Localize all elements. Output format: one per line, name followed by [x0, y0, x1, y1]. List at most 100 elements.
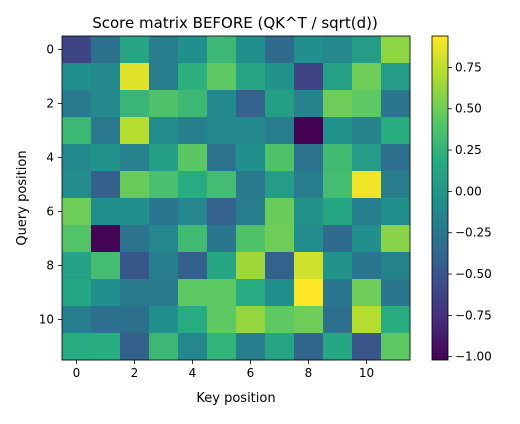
heatmap-cell — [62, 171, 92, 199]
heatmap-cell — [178, 198, 208, 226]
heatmap-cell — [265, 198, 295, 226]
heatmap-cell — [294, 171, 324, 199]
heatmap-cell — [265, 279, 295, 307]
heatmap-cell — [352, 90, 382, 118]
heatmap-cell — [236, 90, 266, 118]
heatmap-cell — [323, 225, 353, 253]
heatmap-cell — [352, 171, 382, 199]
chart-title: Score matrix BEFORE (QK^T / sqrt(d)) — [92, 14, 378, 32]
heatmap-cell — [323, 306, 353, 334]
heatmap-cell — [120, 252, 150, 280]
heatmap-cell — [236, 144, 266, 172]
heatmap-cell — [149, 63, 179, 91]
heatmap-cell — [207, 90, 237, 118]
heatmap-cell — [381, 63, 411, 91]
heatmap-cell — [323, 171, 353, 199]
heatmap-cell — [265, 36, 295, 64]
heatmap-cell — [120, 171, 150, 199]
colorbar-tick-label: −0.25 — [455, 226, 492, 240]
heatmap-cell — [91, 63, 121, 91]
heatmap-cell — [236, 225, 266, 253]
heatmap-cell — [178, 36, 208, 64]
heatmap-cell — [381, 333, 411, 361]
heatmap-cell — [178, 279, 208, 307]
heatmap-cell — [265, 333, 295, 361]
heatmap-cell — [236, 279, 266, 307]
colorbar-tick-label: −0.50 — [455, 267, 492, 281]
heatmap-cell — [381, 90, 411, 118]
heatmap-cell — [323, 252, 353, 280]
heatmap-cell — [91, 333, 121, 361]
heatmap-cell — [91, 279, 121, 307]
heatmap-cell — [207, 198, 237, 226]
x-tick-label: 4 — [189, 366, 197, 380]
heatmap-cell — [265, 63, 295, 91]
colorbar-tick-label: 0.00 — [455, 184, 482, 198]
colorbar-tick-label: −0.75 — [455, 308, 492, 322]
heatmap-cell — [265, 117, 295, 145]
heatmap-cell — [62, 306, 92, 334]
heatmap-cell — [236, 333, 266, 361]
heatmap-cell — [120, 225, 150, 253]
heatmap-cell — [352, 144, 382, 172]
heatmap-cell — [91, 198, 121, 226]
y-tick-label: 0 — [46, 43, 54, 57]
heatmap-cell — [91, 144, 121, 172]
heatmap-cell — [352, 198, 382, 226]
heatmap-cell — [91, 90, 121, 118]
heatmap-cells — [62, 36, 411, 361]
colorbar-ticks: 0.75 0.50 0.25 0.00 −0.25 −0.50 −0.75 −1.00 — [448, 60, 492, 364]
heatmap-cell — [352, 306, 382, 334]
heatmap-cell — [294, 252, 324, 280]
colorbar-tick-label: −1.00 — [455, 350, 492, 364]
heatmap-cell — [323, 144, 353, 172]
heatmap-cell — [265, 144, 295, 172]
heatmap-cell — [120, 144, 150, 172]
heatmap-cell — [91, 171, 121, 199]
heatmap-cell — [381, 306, 411, 334]
heatmap-cell — [323, 90, 353, 118]
heatmap-cell — [236, 63, 266, 91]
heatmap-cell — [236, 171, 266, 199]
x-axis-ticks: 0 2 4 6 8 10 — [73, 360, 374, 380]
x-tick-label: 6 — [247, 366, 255, 380]
heatmap-cell — [207, 306, 237, 334]
heatmap-cell — [294, 63, 324, 91]
plot-frame — [61, 35, 411, 361]
heatmap-cell — [294, 333, 324, 361]
heatmap-cell — [207, 225, 237, 253]
heatmap-cell — [352, 225, 382, 253]
heatmap-cell — [294, 279, 324, 307]
heatmap-cell — [178, 63, 208, 91]
heatmap-cell — [265, 171, 295, 199]
heatmap-cell — [265, 252, 295, 280]
heatmap-cell — [236, 117, 266, 145]
x-tick-label: 8 — [305, 366, 313, 380]
heatmap-cell — [236, 36, 266, 64]
heatmap-cell — [149, 252, 179, 280]
x-axis-label: Key position — [196, 391, 275, 406]
heatmap-cell — [149, 36, 179, 64]
heatmap-cell — [236, 252, 266, 280]
heatmap-cell — [62, 279, 92, 307]
heatmap-cell — [207, 279, 237, 307]
heatmap-cell — [149, 171, 179, 199]
heatmap-cell — [149, 333, 179, 361]
heatmap-cell — [120, 198, 150, 226]
heatmap-cell — [178, 306, 208, 334]
heatmap-cell — [120, 36, 150, 64]
heatmap-cell — [381, 117, 411, 145]
heatmap-cell — [207, 252, 237, 280]
y-axis-ticks: 0 2 4 6 8 10 — [39, 43, 62, 327]
heatmap-cell — [323, 333, 353, 361]
heatmap-cell — [294, 198, 324, 226]
heatmap-cell — [178, 225, 208, 253]
y-tick-label: 8 — [46, 259, 54, 273]
heatmap-cell — [207, 144, 237, 172]
heatmap-cell — [178, 144, 208, 172]
heatmap-cell — [120, 279, 150, 307]
heatmap-cell — [62, 252, 92, 280]
heatmap-cell — [294, 90, 324, 118]
y-tick-label: 4 — [46, 151, 54, 165]
heatmap-cell — [91, 225, 121, 253]
